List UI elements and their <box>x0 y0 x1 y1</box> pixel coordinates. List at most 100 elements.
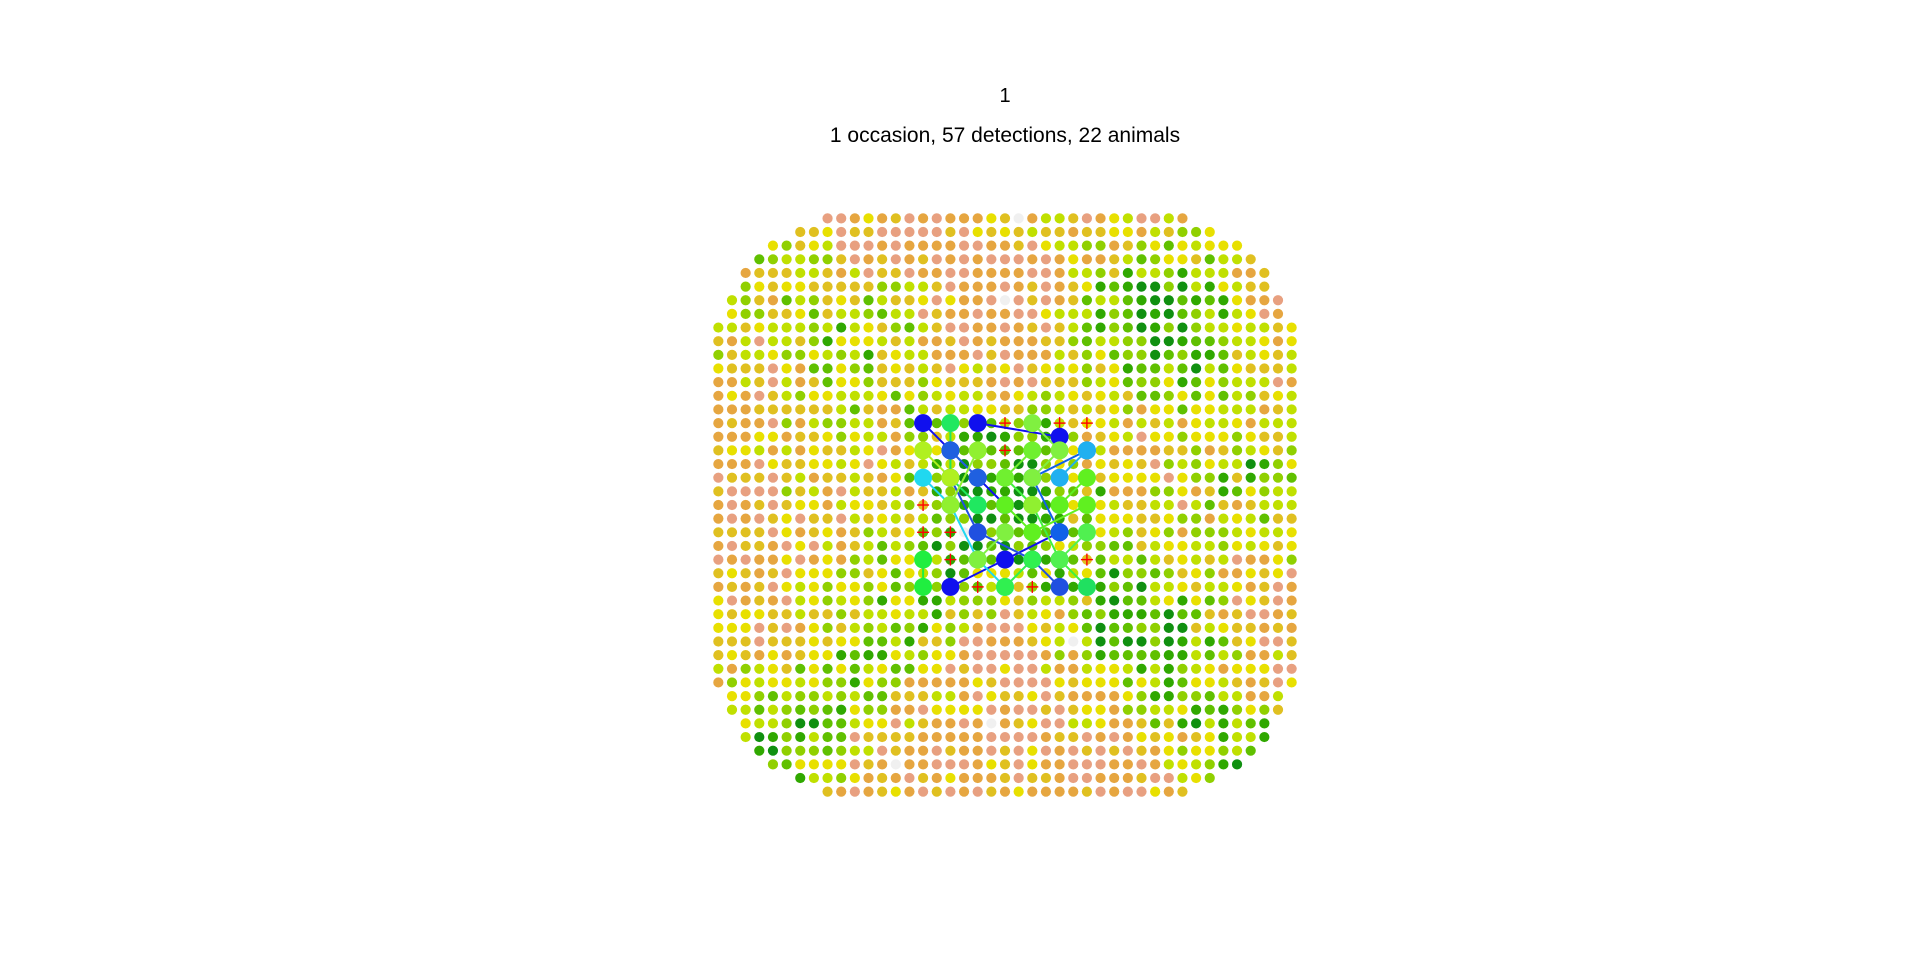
mask-cell <box>958 540 970 552</box>
mask-cell <box>754 527 765 538</box>
mask-cell <box>1204 745 1215 756</box>
mask-cell <box>1027 786 1038 797</box>
mask-cell <box>781 499 792 511</box>
mask-cell <box>822 295 833 306</box>
mask-cell <box>1095 458 1106 470</box>
mask-cell <box>754 677 765 688</box>
mask-cell <box>1286 377 1297 388</box>
mask-cell <box>740 267 751 279</box>
mask-cell <box>1150 650 1161 661</box>
mask-cell <box>945 404 956 415</box>
mask-cell <box>958 609 970 620</box>
mask-cell <box>1095 513 1106 524</box>
mask-cell <box>754 349 765 360</box>
mask-cell <box>1150 718 1161 729</box>
mask-cell <box>1218 609 1229 620</box>
mask-cell <box>1218 445 1229 456</box>
mask-cell <box>781 691 792 702</box>
mask-cell <box>1218 759 1229 770</box>
mask-cell <box>781 513 792 524</box>
mask-cell <box>1163 622 1174 633</box>
mask-cell <box>1136 677 1147 688</box>
mask-cell <box>1054 308 1065 319</box>
mask-cell <box>1136 308 1147 319</box>
mask-cell <box>890 336 901 347</box>
mask-cell <box>999 513 1011 524</box>
mask-cell <box>1204 731 1215 743</box>
mask-cell <box>904 772 915 784</box>
mask-cell <box>849 663 860 674</box>
mask-cell <box>1204 322 1215 333</box>
mask-cell <box>1191 377 1202 388</box>
mask-cell <box>1013 499 1024 511</box>
mask-cell <box>931 281 942 292</box>
mask-cell <box>1218 377 1229 388</box>
mask-cell <box>1163 718 1174 729</box>
mask-cell <box>795 445 806 456</box>
mask-cell <box>1245 731 1256 743</box>
mask-cell <box>726 622 738 633</box>
mask-cell <box>863 240 874 251</box>
mask-cell <box>1068 418 1079 429</box>
mask-cell <box>1204 336 1215 347</box>
mask-cell <box>808 745 820 756</box>
mask-cell <box>945 786 956 797</box>
mask-cell <box>1081 404 1092 415</box>
mask-cell <box>1204 718 1215 729</box>
mask-cell <box>1081 308 1092 319</box>
mask-cell <box>836 281 847 292</box>
mask-cell <box>890 609 901 620</box>
detection-point <box>996 577 1014 596</box>
detection-point <box>941 577 960 596</box>
mask-cell <box>1150 691 1161 702</box>
mask-cell <box>1191 663 1202 674</box>
mask-cell <box>836 636 847 647</box>
mask-cell <box>1218 486 1229 497</box>
mask-cell <box>1150 677 1161 688</box>
mask-cell <box>822 431 833 442</box>
mask-cell <box>904 554 915 565</box>
mask-cell <box>918 281 929 292</box>
mask-cell <box>904 377 915 388</box>
mask-cell <box>904 267 915 279</box>
mask-cell <box>1109 650 1120 661</box>
mask-cell <box>1177 281 1188 292</box>
mask-cell <box>1027 431 1038 442</box>
mask-cell <box>836 772 847 784</box>
mask-cell <box>1136 472 1147 483</box>
mask-cell <box>1272 527 1284 538</box>
mask-cell <box>1109 718 1120 729</box>
mask-cell <box>767 554 779 565</box>
mask-cell <box>918 622 929 633</box>
mask-cell <box>1013 226 1024 238</box>
mask-cell <box>849 349 860 360</box>
mask-cell <box>945 377 956 388</box>
mask-cell <box>945 568 956 579</box>
mask-cell <box>945 240 956 251</box>
mask-cell <box>1231 718 1243 729</box>
mask-cell <box>986 677 997 688</box>
mask-cell <box>863 650 874 661</box>
mask-cell <box>1259 445 1270 456</box>
mask-cell <box>726 431 738 442</box>
mask-cell <box>1259 622 1270 633</box>
mask-cell <box>1027 759 1038 770</box>
mask-cell <box>781 554 792 565</box>
mask-cell <box>836 540 847 552</box>
mask-cell <box>836 786 847 797</box>
mask-cell <box>1177 718 1188 729</box>
detection-point <box>996 468 1014 487</box>
mask-cell <box>1081 704 1092 715</box>
mask-cell <box>1081 336 1092 347</box>
mask-cell <box>1122 786 1133 797</box>
detection-point <box>1050 427 1069 446</box>
mask-cell <box>808 499 820 511</box>
mask-cell <box>904 458 915 470</box>
mask-cell <box>767 622 779 633</box>
mask-cell <box>767 527 779 538</box>
mask-cell <box>726 636 738 647</box>
mask-cell <box>808 527 820 538</box>
mask-cell <box>1231 363 1243 374</box>
mask-cell <box>1109 581 1120 593</box>
mask-cell <box>1136 486 1147 497</box>
